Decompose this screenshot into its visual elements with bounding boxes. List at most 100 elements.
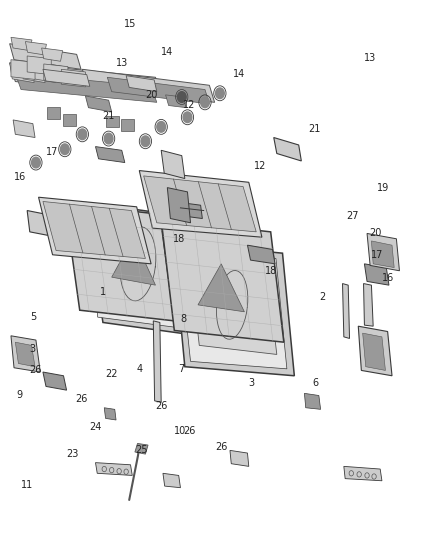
Polygon shape [15, 74, 157, 102]
Text: 12: 12 [183, 100, 195, 110]
Polygon shape [198, 264, 244, 312]
Polygon shape [11, 336, 40, 372]
Text: 11: 11 [21, 480, 33, 490]
Polygon shape [43, 69, 90, 86]
Polygon shape [161, 150, 185, 179]
Circle shape [104, 133, 113, 144]
Polygon shape [85, 96, 112, 112]
Polygon shape [42, 48, 63, 61]
Polygon shape [15, 342, 35, 367]
Text: 17: 17 [46, 147, 58, 157]
Polygon shape [91, 209, 192, 329]
Polygon shape [230, 450, 249, 466]
FancyBboxPatch shape [121, 119, 134, 131]
Text: 5: 5 [30, 312, 36, 322]
Text: 1: 1 [100, 287, 106, 297]
Text: 21: 21 [308, 124, 321, 134]
Text: 6: 6 [312, 378, 318, 387]
Polygon shape [25, 42, 46, 55]
Polygon shape [39, 197, 151, 264]
Polygon shape [153, 321, 161, 402]
Text: 12: 12 [254, 161, 267, 171]
Polygon shape [42, 63, 67, 83]
Polygon shape [247, 245, 275, 264]
FancyBboxPatch shape [106, 116, 119, 127]
Polygon shape [65, 204, 174, 321]
Polygon shape [10, 44, 81, 69]
Circle shape [183, 112, 192, 123]
Polygon shape [95, 463, 132, 475]
Text: 20: 20 [145, 90, 157, 100]
Text: 20: 20 [370, 229, 382, 238]
Circle shape [157, 122, 166, 132]
FancyBboxPatch shape [63, 114, 76, 126]
Text: 26: 26 [155, 401, 167, 411]
Polygon shape [107, 77, 209, 104]
Polygon shape [27, 56, 51, 75]
Polygon shape [32, 63, 56, 83]
Text: 16: 16 [14, 172, 26, 182]
Polygon shape [43, 201, 145, 259]
Polygon shape [44, 64, 68, 83]
Text: 10: 10 [173, 426, 186, 435]
Polygon shape [173, 243, 294, 376]
Polygon shape [358, 326, 392, 376]
Text: 4: 4 [136, 365, 142, 374]
Polygon shape [167, 188, 191, 223]
Polygon shape [161, 220, 284, 342]
Text: 13: 13 [364, 53, 376, 62]
Polygon shape [166, 95, 186, 108]
Polygon shape [367, 233, 399, 271]
Circle shape [60, 144, 69, 155]
Text: 14: 14 [233, 69, 245, 78]
Polygon shape [274, 138, 301, 161]
Text: 26: 26 [75, 394, 87, 403]
Polygon shape [371, 241, 394, 268]
Polygon shape [11, 37, 32, 51]
Polygon shape [43, 372, 67, 390]
Polygon shape [112, 237, 155, 285]
Polygon shape [85, 203, 199, 336]
Circle shape [177, 92, 186, 102]
Polygon shape [135, 443, 148, 454]
Polygon shape [13, 120, 35, 138]
Polygon shape [343, 284, 350, 338]
Polygon shape [363, 333, 385, 370]
Text: 9: 9 [17, 391, 23, 400]
Polygon shape [11, 60, 35, 79]
Text: 2: 2 [319, 293, 325, 302]
Polygon shape [163, 473, 180, 488]
Polygon shape [364, 284, 373, 326]
Text: 26: 26 [183, 426, 195, 435]
Text: 18: 18 [265, 266, 277, 276]
Text: 17: 17 [371, 250, 384, 260]
Polygon shape [180, 203, 202, 219]
Polygon shape [10, 63, 34, 83]
Text: 13: 13 [116, 58, 128, 68]
Text: 23: 23 [66, 449, 78, 459]
Text: 27: 27 [346, 211, 359, 221]
Polygon shape [27, 211, 49, 236]
Polygon shape [103, 216, 177, 312]
Text: 26: 26 [215, 442, 227, 451]
Polygon shape [10, 63, 161, 96]
Text: 22: 22 [106, 369, 118, 379]
Text: 21: 21 [102, 111, 115, 121]
Text: 16: 16 [381, 273, 394, 283]
Text: 8: 8 [180, 314, 186, 324]
Polygon shape [61, 69, 85, 87]
Polygon shape [189, 256, 277, 354]
Polygon shape [344, 466, 382, 481]
FancyBboxPatch shape [47, 107, 60, 119]
Text: 25: 25 [135, 446, 147, 455]
Polygon shape [126, 76, 157, 92]
Circle shape [32, 157, 40, 168]
Circle shape [201, 97, 209, 108]
Text: 24: 24 [89, 423, 102, 432]
Polygon shape [95, 147, 125, 163]
Polygon shape [104, 408, 116, 420]
Text: 3: 3 [30, 344, 36, 354]
Circle shape [78, 129, 87, 140]
Text: 7: 7 [179, 365, 185, 374]
Circle shape [141, 136, 150, 147]
